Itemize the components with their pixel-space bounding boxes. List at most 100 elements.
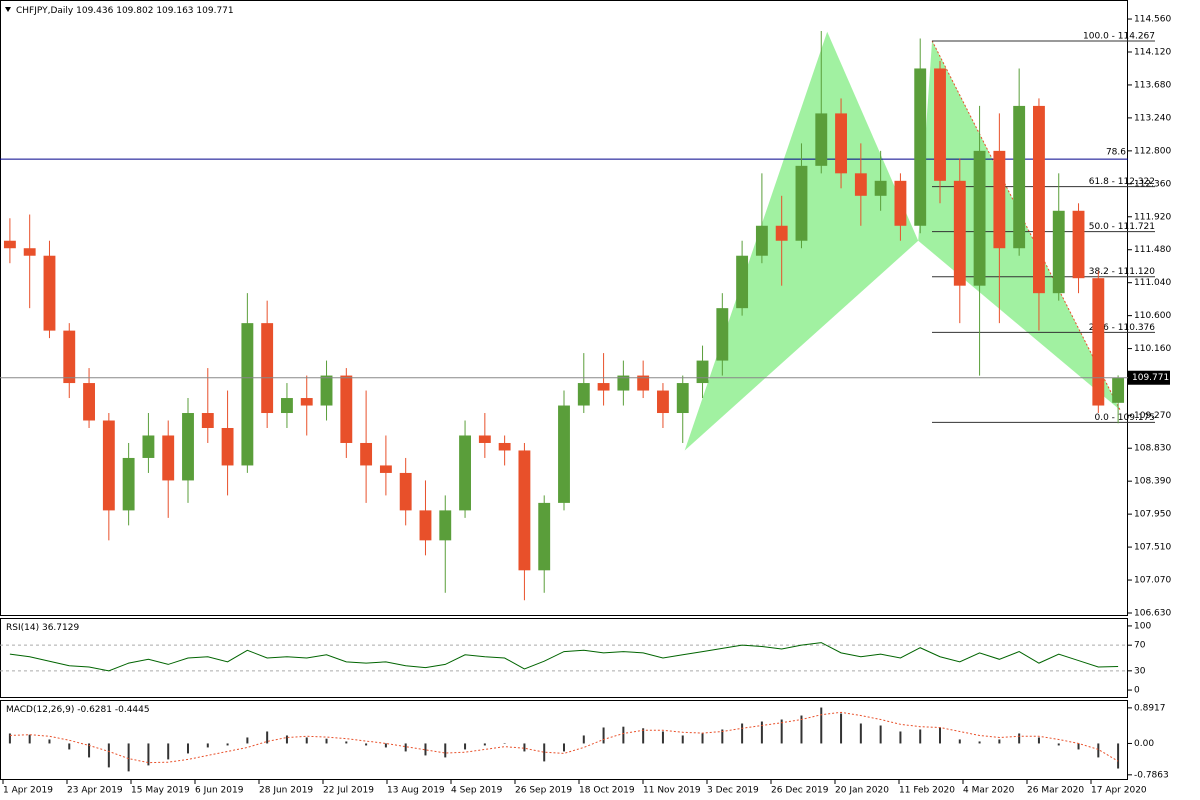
candle-body: [953, 180, 966, 286]
candle-body: [439, 510, 452, 541]
y-tick-label: 108.390: [1134, 477, 1171, 487]
rsi-value: 36.7129: [42, 623, 79, 633]
x-tick-label: 4 Sep 2019: [451, 786, 503, 796]
candle-body: [241, 323, 254, 466]
rsi-panel: [0, 618, 1128, 698]
macd-bar: [68, 743, 71, 750]
candle-body: [538, 502, 551, 571]
macd-bar: [424, 743, 427, 756]
y-tick-label: 111.920: [1134, 212, 1171, 222]
x-tick-label: 1 Apr 2019: [3, 786, 53, 796]
macd-bar: [919, 729, 922, 744]
x-tick-label: 3 Dec 2019: [707, 786, 759, 796]
y-tick-label: 111.480: [1134, 245, 1171, 255]
rsi-tick-label: 70: [1134, 641, 1146, 651]
candle-body: [459, 435, 471, 511]
macd-bar: [563, 743, 565, 752]
macd-bar: [226, 743, 229, 746]
macd-bar: [444, 743, 447, 758]
candle-body: [478, 435, 491, 443]
macd-bar: [384, 743, 387, 748]
macd-bar: [503, 743, 506, 744]
y-tick-label: 113.240: [1134, 113, 1171, 123]
current-price-box: [1128, 370, 1170, 385]
y-tick-label: 111.040: [1134, 278, 1171, 288]
candle-body: [716, 308, 729, 361]
x-tick-label: 22 Jul 2019: [323, 786, 374, 796]
candle-body: [1033, 105, 1045, 294]
macd-tick-label: 0.00: [1134, 739, 1154, 749]
macd-bar: [642, 728, 645, 744]
candle-body: [934, 68, 946, 181]
y-tick-label: 112.360: [1134, 179, 1171, 189]
candle-body: [617, 375, 630, 391]
macd-bar: [741, 723, 744, 744]
candle-body: [3, 240, 16, 249]
candle-body: [755, 225, 768, 256]
macd-bar: [305, 737, 308, 744]
macd-bar: [859, 723, 862, 744]
macd-bar: [820, 707, 823, 744]
candle-body: [182, 413, 194, 481]
candle-body: [696, 360, 709, 384]
y-tick-label: 110.600: [1134, 311, 1171, 321]
candle-body: [122, 457, 135, 511]
macd-bar: [622, 726, 625, 744]
x-tick-label: 26 Dec 2019: [771, 786, 829, 796]
macd-bar: [1057, 743, 1060, 746]
rsi-tick-label: 30: [1134, 666, 1146, 676]
candle-body: [102, 420, 115, 511]
y-tick-label: 114.120: [1134, 47, 1171, 57]
fib-label: 100.0 - 114.267: [1083, 31, 1155, 41]
macd-bar: [365, 743, 368, 746]
chart-header: CHFJPY,Daily 109.436 109.802 109.163 109…: [16, 6, 234, 16]
macd-bar: [127, 743, 130, 772]
macd-tick-label: 0.8917: [1134, 703, 1166, 713]
fib-label: 0.0 - 109.175: [1095, 413, 1156, 423]
macd-tick-label: -0.7863: [1134, 770, 1169, 780]
candle-body: [518, 450, 531, 571]
candle-body: [577, 383, 590, 406]
x-tick-label: 13 Aug 2019: [387, 786, 445, 796]
macd-bar: [48, 739, 51, 744]
candle-body: [874, 180, 887, 196]
candle-body: [775, 225, 788, 241]
candle-body: [835, 113, 847, 174]
macd-bar: [958, 739, 961, 744]
macd-name: MACD(12,26,9): [6, 705, 74, 715]
close-value: 109.771: [196, 6, 233, 16]
macd-value: -0.6281: [77, 705, 112, 715]
candle-body: [795, 165, 808, 241]
signal-value: -0.4445: [115, 705, 150, 715]
high-value: 109.802: [116, 6, 153, 16]
x-tick-label: 6 Jun 2019: [195, 786, 244, 796]
current-price-label: 109.771: [1132, 373, 1169, 383]
candle-body: [736, 255, 749, 309]
y-tick-label: 107.070: [1134, 576, 1171, 586]
macd-bar: [661, 731, 664, 744]
candle-body: [399, 472, 412, 511]
candle-body: [558, 405, 570, 503]
candle-body: [261, 323, 274, 414]
macd-bar: [879, 725, 882, 744]
candle-body: [815, 113, 828, 166]
candle-body: [1072, 210, 1085, 279]
y-tick-label: 107.510: [1134, 543, 1171, 553]
fib-label: 61.8 - 112.322: [1089, 177, 1155, 187]
plot-layer: 114.560 114.120 113.680 113.240 112.800 112.3…: [0, 15, 1171, 796]
y-tick-label: 109.270: [1134, 411, 1171, 421]
y-tick-label: 114.560: [1134, 15, 1171, 25]
candle-body: [854, 173, 867, 196]
x-tick-label: 11 Feb 2020: [899, 786, 955, 796]
candle-body: [894, 180, 907, 226]
candle-body: [83, 383, 95, 421]
candle-body: [201, 413, 214, 428]
macd-header: MACD(12,26,9) -0.6281 -0.4445: [6, 705, 150, 715]
candle-body: [498, 442, 511, 451]
candle-body: [676, 383, 689, 414]
macd-bar: [523, 743, 526, 752]
macd-bar: [760, 721, 763, 744]
macd-bar: [1077, 743, 1080, 750]
open-value: 109.436: [76, 6, 113, 16]
